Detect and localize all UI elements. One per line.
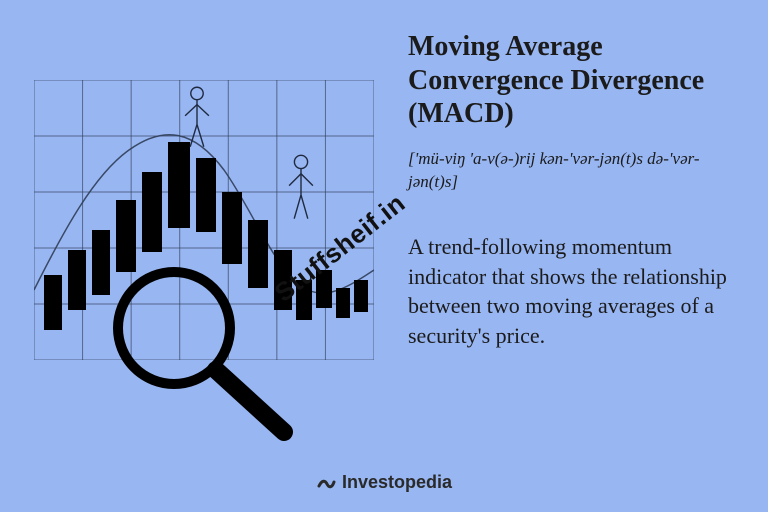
brand-footer: Investopedia <box>0 472 768 493</box>
person-figure <box>180 86 214 148</box>
definition-text: A trend-following momentum indicator tha… <box>408 232 738 351</box>
pronunciation-text: ['mü-viŋ 'a-v(ə-)rij kən-'vər-jən(t)s də… <box>408 148 728 194</box>
chart-illustration <box>34 80 374 360</box>
brand-logo-icon <box>316 473 336 493</box>
brand-name: Investopedia <box>342 472 452 493</box>
person-figure <box>284 154 318 220</box>
infographic-canvas: Moving Average Convergence Divergence (M… <box>0 0 768 512</box>
term-title: Moving Average Convergence Divergence (M… <box>408 30 738 131</box>
